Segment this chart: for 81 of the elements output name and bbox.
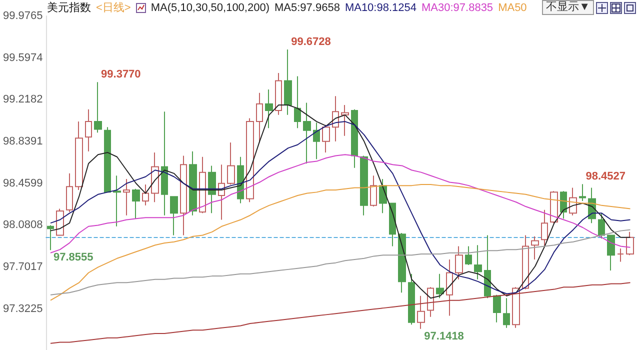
- candlestick: [199, 156, 206, 214]
- candlestick: [493, 294, 501, 323]
- candlestick: [522, 234, 529, 290]
- annotation: 99.3770: [101, 68, 141, 81]
- candlestick: [246, 118, 254, 203]
- candlestick: [484, 234, 491, 299]
- candlestick: [626, 231, 634, 256]
- y-tick-label: 99.2182: [2, 94, 43, 106]
- text: MA10:98.1254: [344, 1, 416, 15]
- candlestick: [294, 76, 301, 129]
- text: MA50: [498, 1, 527, 15]
- candlestick: [85, 108, 92, 152]
- candlestick: [132, 188, 140, 220]
- candlestick: [474, 244, 482, 280]
- text: MA5:97.9658: [274, 1, 340, 15]
- candlestick: [47, 224, 54, 251]
- y-tick-label: 98.8391: [2, 136, 43, 148]
- candlestick: [142, 184, 149, 206]
- y-tick-label: 97.3225: [2, 302, 43, 315]
- candlestick: [550, 190, 558, 224]
- y-tick-label: 98.0808: [2, 219, 43, 232]
- candlestick: [151, 152, 159, 203]
- candlestick: [598, 212, 605, 240]
- candlestick: [265, 89, 273, 129]
- candlestick: [370, 175, 377, 208]
- candlestick: [617, 248, 624, 262]
- chart-title: 美元指数: [47, 1, 91, 15]
- candlestick: [180, 155, 187, 236]
- candlestick: [123, 178, 130, 216]
- text: MA(5,10,30,50,100,200): [150, 1, 270, 15]
- candlestick: [313, 122, 320, 160]
- candlestick: [322, 124, 330, 153]
- y-tick-label: 99.5974: [2, 52, 43, 64]
- candlestick: [75, 121, 83, 190]
- candlestick: [256, 92, 263, 144]
- candlestick: [398, 232, 406, 294]
- candlestick: [341, 104, 349, 136]
- candlestick: [512, 286, 520, 328]
- line-series: [50, 184, 631, 301]
- candlestick: [275, 72, 282, 116]
- y-tick-label: 98.4599: [2, 177, 43, 190]
- annotation: 99.6728: [291, 36, 331, 48]
- line-series: [50, 282, 631, 344]
- candlestick: [465, 246, 472, 266]
- candlestick: [170, 196, 178, 236]
- candlestick: [389, 202, 396, 247]
- candlestick: [541, 209, 548, 247]
- candlestick: [94, 82, 102, 134]
- candlestick: [66, 172, 73, 213]
- candlestick: [237, 156, 244, 204]
- candlestick: [417, 295, 425, 330]
- candlestick: [104, 126, 111, 193]
- candlestick: [408, 273, 415, 326]
- candlestick: [455, 246, 463, 280]
- candlestick: [360, 155, 368, 216]
- line-series: [50, 229, 631, 296]
- chart-subtitle: <日线>: [96, 1, 131, 15]
- candlestick: [284, 49, 292, 116]
- annotation: 97.1418: [424, 330, 464, 342]
- candlestick: [189, 150, 197, 216]
- candlestick: [503, 298, 510, 328]
- candlestick: [446, 259, 453, 316]
- candlestick: [579, 184, 586, 202]
- y-tick-label: 99.9765: [2, 10, 43, 22]
- annotation: 97.8555: [54, 252, 94, 264]
- candlestick: [560, 190, 567, 220]
- candlestick: [56, 208, 64, 236]
- text: MA30:97.8835: [422, 1, 494, 15]
- candlestick: [531, 236, 539, 260]
- line-series: [50, 154, 631, 254]
- candlestick: [161, 111, 168, 216]
- annotation: 98.4527: [586, 170, 626, 183]
- candlestick: [607, 234, 615, 272]
- y-tick-label: 97.7017: [2, 261, 43, 274]
- candlestick: [113, 175, 121, 227]
- candlestick: [303, 102, 311, 164]
- candlestick: [436, 273, 444, 299]
- candlestick: [208, 165, 216, 214]
- candlestick: [227, 142, 235, 185]
- candlestick: [351, 108, 358, 168]
- text: 不显示▼: [542, 0, 594, 15]
